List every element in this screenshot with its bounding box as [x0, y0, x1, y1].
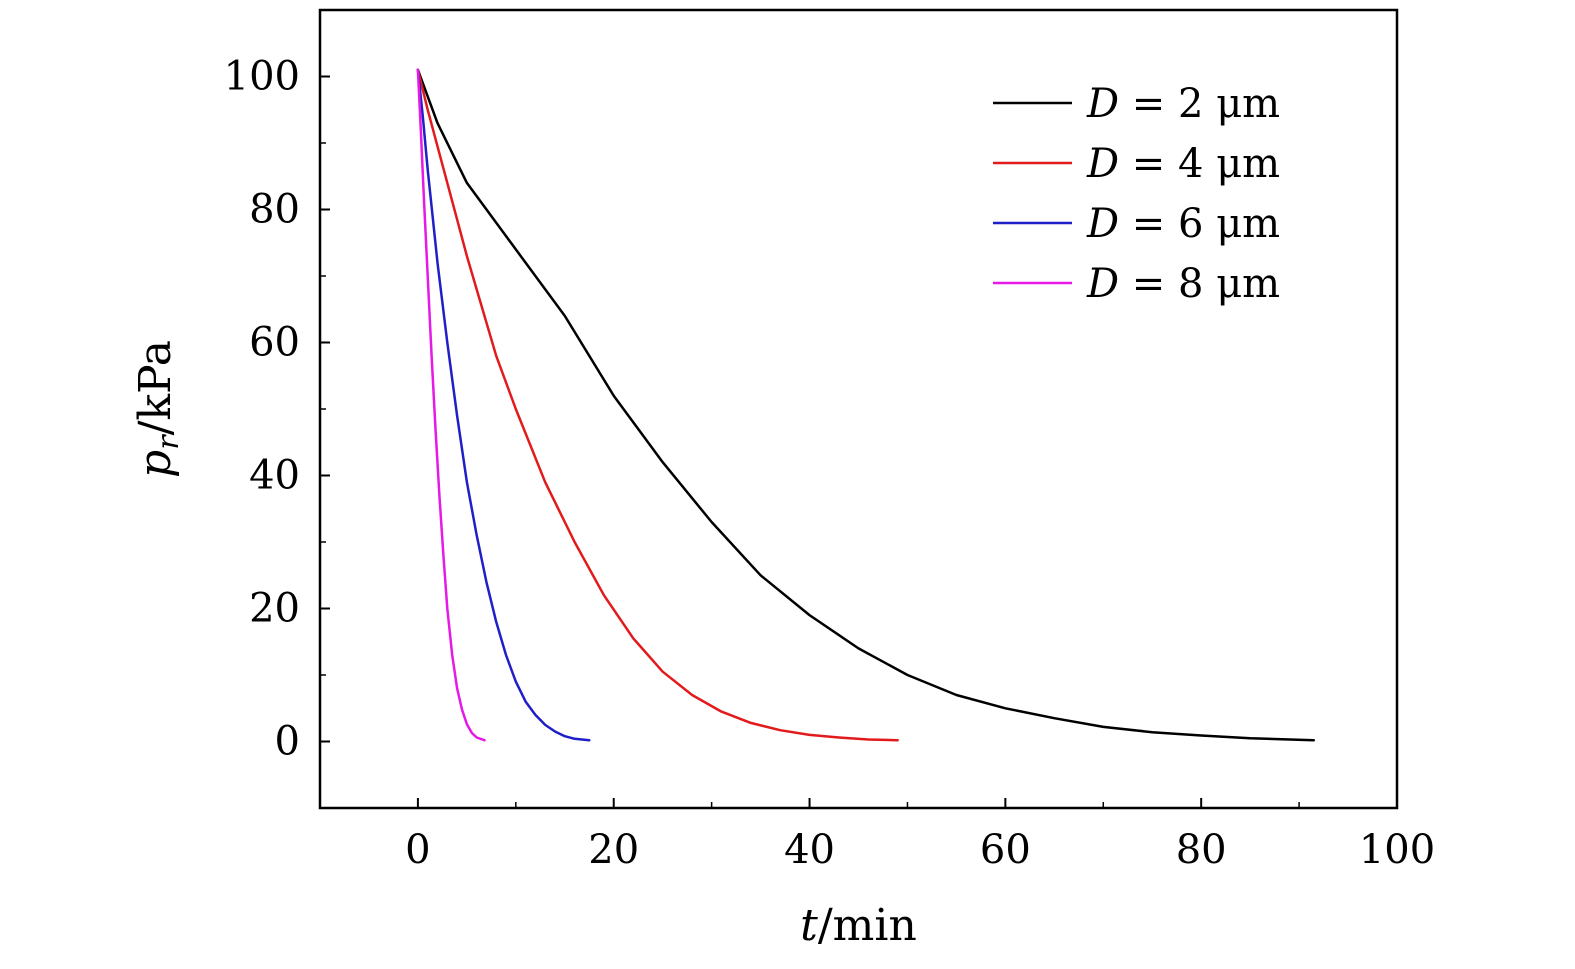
x-tick-label: 0: [405, 827, 430, 873]
series-line-3: [416, 68, 591, 742]
legend-label: D = 2 μm: [1086, 81, 1280, 127]
y-tick-label: 60: [249, 320, 300, 366]
y-axis-title-unit: /kPa: [130, 340, 181, 435]
legend-label: D = 8 μm: [1086, 261, 1280, 307]
y-tick-label: 80: [249, 187, 300, 233]
y-axis-title: pr/kPa: [130, 340, 186, 478]
x-tick-label: 100: [1359, 827, 1435, 873]
y-tick-label: 20: [249, 586, 300, 632]
legend-label: D = 4 μm: [1086, 141, 1280, 187]
x-axis-title: t/min: [800, 900, 917, 951]
legend-label-rest: = 2 μm: [1119, 81, 1280, 127]
x-axis-ticks: 0 20 40 60 80 100: [405, 798, 1435, 873]
legend: D = 2 μmD = 4 μmD = 6 μmD = 8 μm: [993, 81, 1280, 307]
y-axis-title-var: p: [130, 450, 181, 478]
legend-label-var: D: [1086, 261, 1119, 307]
series-line-1: [416, 68, 1316, 742]
x-tick-label: 40: [784, 827, 835, 873]
x-axis-title-var: t: [800, 900, 818, 951]
legend-label-rest: = 8 μm: [1119, 261, 1280, 307]
series-layer: [416, 68, 1316, 742]
y-tick-label: 0: [275, 719, 300, 765]
x-tick-label: 20: [588, 827, 639, 873]
legend-label-var: D: [1086, 81, 1119, 127]
legend-label-var: D: [1086, 201, 1119, 247]
y-axis-ticks: 0 20 40 60 80 100: [224, 9, 330, 809]
y-tick-label: 40: [249, 453, 300, 499]
legend-label-rest: = 4 μm: [1119, 141, 1280, 187]
series-line-2: [416, 68, 899, 742]
y-tick-label: 100: [224, 54, 300, 100]
x-axis-title-unit: /min: [818, 900, 917, 951]
legend-label-var: D: [1086, 141, 1119, 187]
series-line-4: [416, 68, 486, 742]
plot-frame: [318, 8, 1399, 810]
x-tick-label: 80: [1176, 827, 1227, 873]
x-tick-label: 60: [980, 827, 1031, 873]
legend-label-rest: = 6 μm: [1119, 201, 1280, 247]
y-axis-title-sub: r: [151, 434, 186, 450]
legend-label: D = 6 μm: [1086, 201, 1280, 247]
